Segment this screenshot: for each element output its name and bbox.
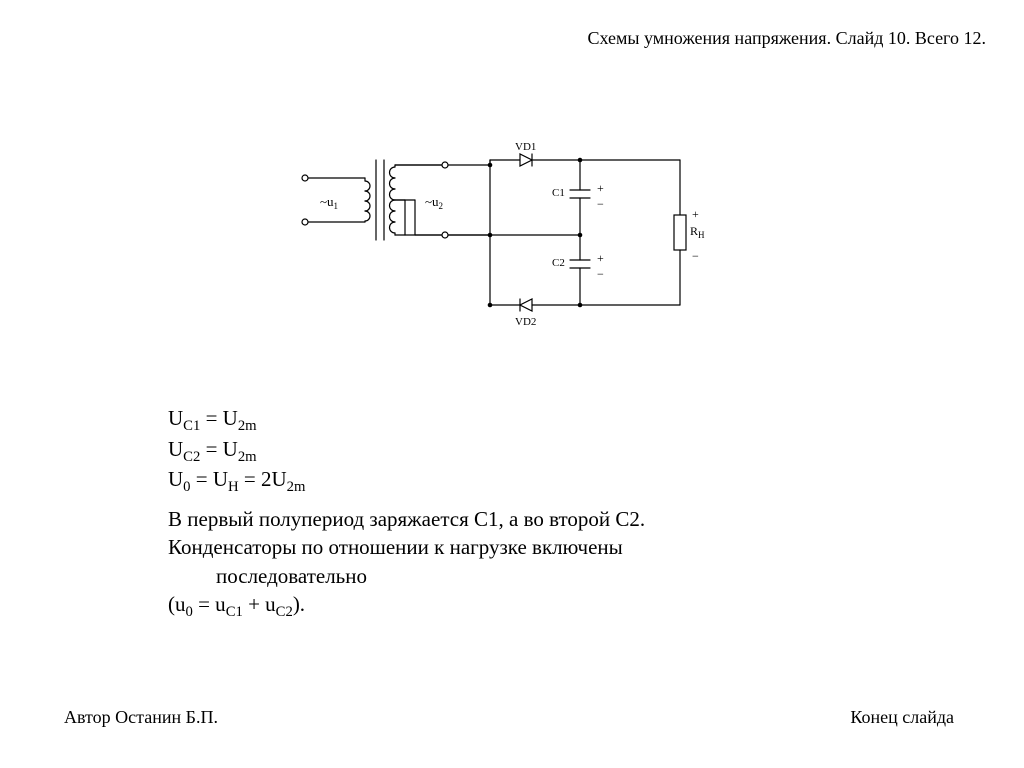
c1-plus: +	[597, 181, 604, 195]
label-vd1: VD1	[515, 141, 536, 153]
label-vd2: VD2	[515, 316, 536, 328]
eq-line2: UC2 = U2m	[168, 436, 305, 467]
label-c1: C1	[552, 187, 565, 199]
equations-block: UC1 = U2m UC2 = U2m U0 = UН = 2U2m	[168, 405, 305, 497]
desc-line1: В первый полупериод заряжается С1, а во …	[168, 505, 645, 533]
rh-plus: +	[692, 207, 699, 221]
desc-line4: (u0 = uC1 + uC2).	[168, 590, 645, 623]
end-slide-label: Конец слайда	[850, 707, 954, 728]
slide-page: Схемы умножения напряжения. Слайд 10. Вс…	[0, 0, 1024, 768]
c2-plus: +	[597, 251, 604, 265]
c1-minus: −	[597, 197, 604, 211]
label-c2: C2	[552, 257, 565, 269]
rh-minus: −	[692, 249, 699, 263]
circuit-diagram: ~u1 ~u2 VD1 VD2 C1 C2 RН + − + − + −	[265, 130, 735, 340]
desc-line2: Конденсаторы по отношении к нагрузке вкл…	[168, 533, 645, 561]
eq-line3: U0 = UН = 2U2m	[168, 466, 305, 497]
label-u1: ~u1	[320, 194, 338, 211]
description-block: В первый полупериод заряжается С1, а во …	[168, 505, 645, 623]
desc-line3: последовательно	[168, 562, 645, 590]
author-label: Автор Останин Б.П.	[64, 707, 218, 728]
eq-line1: UC1 = U2m	[168, 405, 305, 436]
slide-header: Схемы умножения напряжения. Слайд 10. Вс…	[587, 28, 986, 49]
c2-minus: −	[597, 267, 604, 281]
label-rh: RН	[690, 224, 705, 240]
label-u2: ~u2	[425, 194, 443, 211]
